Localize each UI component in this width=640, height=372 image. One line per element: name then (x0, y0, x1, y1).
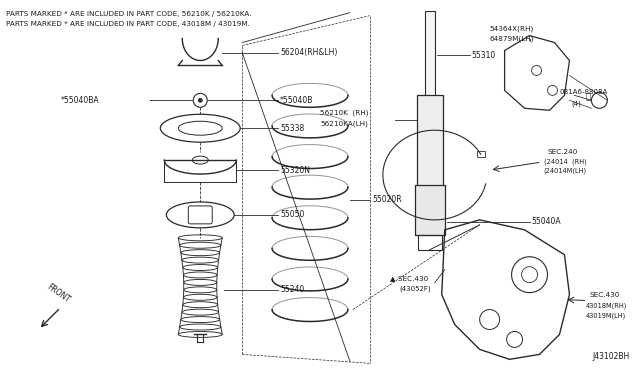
Text: 43018M(RH): 43018M(RH) (586, 302, 627, 309)
Text: 56210K  (RH): 56210K (RH) (320, 109, 369, 116)
Text: 55050: 55050 (280, 211, 305, 219)
Text: 43019M(LH): 43019M(LH) (586, 312, 626, 319)
Text: SEC.430: SEC.430 (589, 292, 620, 298)
Text: 0B1A6-8808A: 0B1A6-8808A (559, 89, 608, 95)
Text: 55310: 55310 (472, 51, 496, 60)
Text: 55338: 55338 (280, 124, 305, 133)
Text: 55040A: 55040A (532, 217, 561, 227)
Bar (417, 95, 443, 195)
Text: 55020R: 55020R (372, 195, 401, 205)
Text: 56210KA(LH): 56210KA(LH) (320, 121, 368, 128)
Text: 54364X(RH): 54364X(RH) (490, 25, 534, 32)
Text: (24014  (RH): (24014 (RH) (543, 159, 586, 165)
Text: 55320N: 55320N (280, 166, 310, 174)
Text: (43052F): (43052F) (400, 285, 431, 292)
Text: PARTS MARKED * ARE INCLUDED IN PART CODE, 43018M / 43019M.: PARTS MARKED * ARE INCLUDED IN PART CODE… (6, 20, 250, 27)
Text: *55040BA: *55040BA (61, 96, 99, 105)
Text: PARTS MARKED * ARE INCLUDED IN PART CODE, 56210K / 56210KA.: PARTS MARKED * ARE INCLUDED IN PART CODE… (6, 11, 251, 17)
Text: (24014M(LH): (24014M(LH) (543, 168, 587, 174)
Text: Ⓡ: Ⓡ (586, 93, 591, 102)
Text: 55240: 55240 (280, 285, 305, 294)
Bar (425, 11, 435, 100)
Bar (418, 235, 442, 250)
Text: *55040B: *55040B (280, 96, 314, 105)
Circle shape (198, 98, 202, 102)
Text: ▲ SEC.430: ▲ SEC.430 (390, 275, 428, 280)
Text: J43102BH: J43102BH (592, 352, 629, 361)
Bar (415, 185, 445, 235)
Text: FRONT: FRONT (45, 282, 72, 305)
Text: SEC.240: SEC.240 (547, 149, 578, 155)
Bar (477, 151, 484, 157)
Text: (4): (4) (572, 100, 581, 106)
Text: 64879M(LH): 64879M(LH) (490, 35, 534, 42)
Text: 56204(RH&LH): 56204(RH&LH) (280, 48, 337, 57)
